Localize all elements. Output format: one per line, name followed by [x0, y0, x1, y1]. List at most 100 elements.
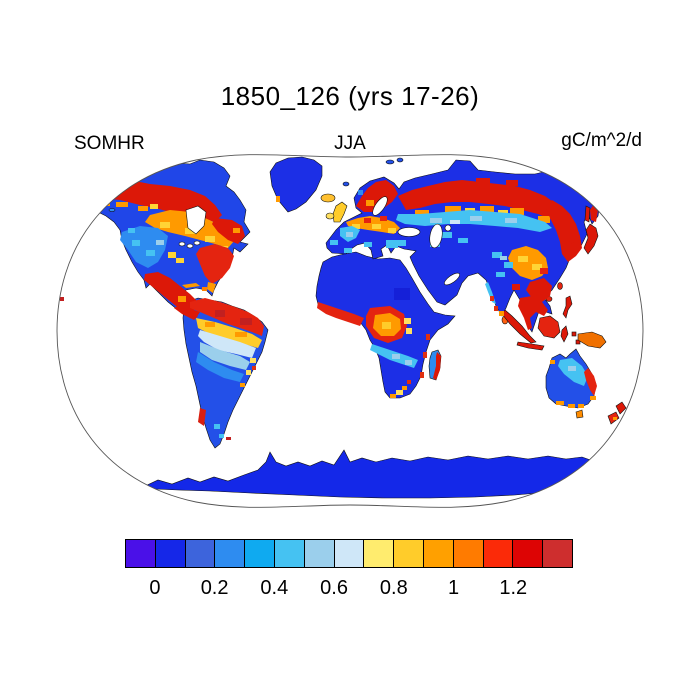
region-sahel-yellow-fringe [406, 328, 412, 334]
region-norway-blue-dots [358, 190, 363, 195]
season-label: JJA [334, 133, 366, 154]
region-australia-cyan [558, 358, 588, 386]
colorbar-cell-11 [452, 540, 483, 567]
region-safrica-orange [402, 386, 407, 390]
region-siberia-orange [510, 208, 524, 215]
region-siberia-light [505, 218, 517, 223]
region-scandinavia-orange [366, 200, 374, 206]
region-sakhalin [584, 205, 591, 223]
colorbar [125, 539, 573, 568]
region-central-europe-yellow [388, 228, 396, 233]
colorbar-cell-9 [393, 540, 423, 567]
region-france-light [346, 232, 353, 237]
region-new-guinea [577, 331, 607, 349]
region-wafrica-red-strip [317, 302, 364, 326]
region-caspian-sea [429, 223, 443, 249]
region-plains-yellow [176, 258, 184, 263]
region-nz-north-island [615, 401, 627, 415]
region-arctic-islets [396, 157, 404, 163]
region-arctic-islets [342, 181, 350, 187]
region-tibet-cyan [504, 262, 513, 268]
region-sa-se-yellow [250, 358, 256, 363]
region-africa-east-red-dots [426, 334, 430, 340]
region-iceland [320, 193, 336, 203]
region-china-orange [508, 246, 548, 280]
region-arctic-red-patches [506, 180, 518, 186]
region-india-red-dots [490, 296, 494, 301]
region-siberia-pale [450, 220, 460, 224]
region-africa-light-specks [392, 354, 400, 359]
colorbar-tick-0.2: 0.2 [200, 577, 229, 599]
region-china-yellow [518, 256, 528, 262]
region-sa-se-yellow [246, 370, 251, 375]
region-sa-dodger-band [196, 352, 244, 382]
colorbar-cell-10 [422, 540, 453, 567]
region-great-lakes [186, 243, 194, 249]
region-arctic-islets [385, 159, 395, 165]
region-china-yellow [532, 264, 542, 270]
region-chile-red [198, 408, 206, 426]
region-west-us-cyan [132, 240, 140, 246]
region-midcanada-yellow [205, 236, 215, 242]
plot-title: 1850_126 (yrs 17-26) [220, 81, 480, 111]
colorbar-cell-3 [214, 540, 245, 567]
region-tibet-light [500, 256, 507, 260]
region-patagonia-cyan [214, 424, 220, 429]
region-quebec-red [212, 218, 245, 244]
colorbar-cell-2 [184, 540, 215, 567]
region-africa-east-red-dots [420, 372, 424, 378]
region-alaska-orange-fringe [116, 202, 128, 207]
region-nz-orange-dot [613, 417, 617, 420]
region-florida-orange [207, 282, 216, 293]
region-sulawesi [560, 325, 569, 343]
region-balkan-cyan [398, 240, 406, 246]
region-aleutians [108, 208, 116, 212]
region-antarctica [141, 449, 611, 499]
region-safrica-orange [390, 394, 396, 398]
region-aleutians [96, 204, 104, 208]
region-tibet-cyan [496, 272, 505, 277]
region-safrica-yellow [396, 390, 403, 395]
region-greenland-orange-speck [276, 196, 280, 202]
region-great-lakes [193, 240, 201, 246]
region-japan [583, 223, 599, 255]
colorbar-tick-0: 0 [149, 577, 161, 599]
region-iberia-cyan [330, 240, 338, 245]
colorbar-tick-1.2: 1.2 [499, 577, 528, 599]
region-sumatra [501, 309, 537, 344]
region-cuba-orange [182, 283, 200, 288]
region-korea-red [570, 242, 576, 256]
region-ne-india-red [512, 284, 520, 290]
region-sa-se-red-dot [252, 366, 256, 370]
region-siberia-light [430, 218, 442, 223]
region-indochina-red [518, 296, 548, 330]
colorbar-cell-8 [363, 540, 394, 567]
region-india-red-dots [494, 306, 498, 311]
region-west-us-light [156, 240, 164, 245]
region-siberia-yellow [498, 210, 508, 215]
region-tibet-cyan [492, 252, 502, 258]
variable-label: SOMHR [74, 133, 145, 154]
region-moluccas [571, 331, 577, 337]
region-west-us-blue [120, 226, 168, 268]
region-midcanada-yellow [150, 204, 158, 209]
region-midcanada-yellow [160, 222, 170, 228]
region-east-us-red [196, 244, 234, 284]
region-kazakh-cyan [458, 238, 468, 243]
region-australia-orange-dots [578, 404, 584, 408]
region-central-europe-yellow [372, 224, 381, 229]
region-sudan-navy [394, 288, 410, 300]
region-balkan-cyan [386, 240, 398, 248]
colorbar-tick-0.4: 0.4 [260, 577, 289, 599]
region-sahel-gold-dot [382, 322, 391, 329]
region-kazakh-cyan [440, 232, 452, 238]
region-siberia-light [470, 216, 482, 221]
region-australia-orange-dots [568, 404, 575, 408]
colorbar-tick-1: 1 [447, 577, 460, 599]
region-sa-orange-specks [235, 332, 247, 337]
region-amazon-pale [198, 330, 256, 358]
colorbar-cell-0 [126, 540, 155, 567]
colorbar-cell-5 [273, 540, 304, 567]
